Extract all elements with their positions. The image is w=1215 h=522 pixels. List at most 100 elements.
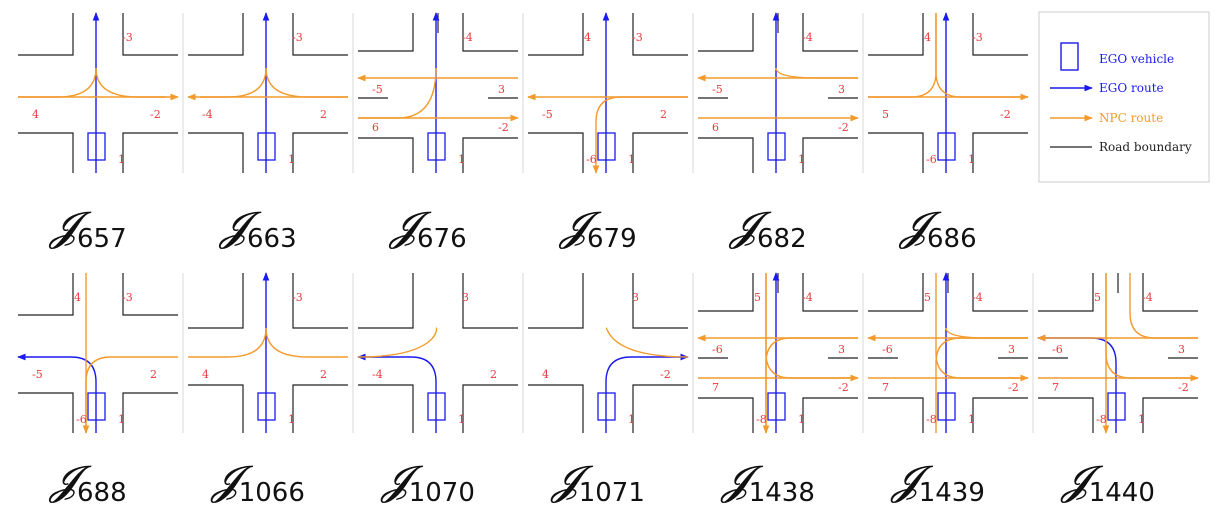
ego-vehicle-1070 bbox=[427, 392, 446, 421]
junction-panel-1439: 5 -4 -6 3 7 -2 -8 1 bbox=[867, 272, 1029, 433]
lane-label-679-2: -5 bbox=[542, 108, 553, 121]
legend-ego-route: EGO route bbox=[1099, 81, 1164, 95]
lane-label-1066-3: 1 bbox=[288, 413, 295, 426]
lane-label-1440-5: -2 bbox=[1178, 381, 1189, 394]
npc-route-1438-5 bbox=[765, 337, 858, 433]
lane-label-663-2: 2 bbox=[320, 108, 327, 121]
lane-label-688-4: -6 bbox=[76, 413, 87, 426]
caption-subscript: 1438 bbox=[749, 478, 815, 508]
junction-panel-1066: -3 4 2 1 bbox=[188, 272, 348, 433]
lane-label-1439-0: 5 bbox=[924, 291, 931, 304]
lane-label-1071-2: -2 bbox=[660, 368, 671, 381]
npc-route-686-3 bbox=[868, 13, 937, 98]
lane-label-1438-5: -2 bbox=[838, 381, 849, 394]
ego-vehicle-657 bbox=[87, 132, 106, 161]
caption-subscript: 1439 bbox=[919, 478, 985, 508]
npc-route-676-3 bbox=[358, 67, 437, 119]
lane-label-663-1: -4 bbox=[202, 108, 213, 121]
ego-vehicle-legend-icon bbox=[1060, 42, 1079, 71]
lane-label-679-5: 1 bbox=[628, 153, 635, 166]
npc-route-1439-3 bbox=[935, 273, 1028, 379]
lane-label-682-1: -5 bbox=[712, 83, 723, 96]
caption-subscript: 1070 bbox=[409, 478, 475, 508]
lane-label-688-0: 4 bbox=[74, 291, 81, 304]
lane-label-1439-7: 1 bbox=[968, 413, 975, 426]
junction-panel-1438: 5 -4 -6 3 7 -2 -8 1 bbox=[697, 272, 859, 434]
npc-route-663-2 bbox=[265, 67, 348, 98]
lane-label-686-3: -2 bbox=[1000, 108, 1011, 121]
legend-npc-route: NPC route bbox=[1099, 111, 1163, 125]
ego-vehicle-1066 bbox=[257, 392, 276, 421]
caption-subscript: 686 bbox=[927, 224, 977, 254]
npc-route-1439-4 bbox=[935, 337, 1028, 433]
npc-route-657-3 bbox=[95, 67, 166, 98]
caption-682: 𝓙682 bbox=[728, 204, 806, 254]
junction-panel-686: 4 -3 5 -2 -6 1 bbox=[868, 12, 1029, 173]
junction-panel-1071: 3 4 -2 1 bbox=[528, 273, 689, 433]
legend-ego-vehicle: EGO vehicle bbox=[1099, 52, 1174, 66]
npc-route-1066-2 bbox=[265, 327, 348, 358]
ego-vehicle-663 bbox=[257, 132, 276, 161]
caption-1070: 𝓙1070 bbox=[380, 458, 475, 508]
lane-label-688-5: 1 bbox=[118, 413, 125, 426]
ego-vehicle-676 bbox=[427, 132, 446, 161]
npc-route-1070-1 bbox=[357, 327, 438, 358]
caption-1066: 𝓙1066 bbox=[210, 458, 305, 508]
ego-route-1070-0 bbox=[357, 353, 437, 433]
npc-route-663-3 bbox=[200, 67, 267, 98]
lane-label-679-1: -3 bbox=[632, 31, 643, 44]
caption-1440: 𝓙1440 bbox=[1060, 458, 1155, 508]
ego-vehicle-686 bbox=[937, 132, 956, 161]
lane-label-1439-3: 3 bbox=[1008, 343, 1015, 356]
lane-label-1440-3: 3 bbox=[1178, 343, 1185, 356]
npc-route-1071-1 bbox=[605, 327, 689, 358]
lane-label-688-1: -3 bbox=[122, 291, 133, 304]
legend: EGO vehicle EGO route NPC route Road bou… bbox=[1038, 11, 1210, 183]
lane-label-1438-6: -8 bbox=[756, 413, 767, 426]
lane-label-1440-6: -8 bbox=[1096, 413, 1107, 426]
lane-label-1070-1: -4 bbox=[372, 368, 383, 381]
ego-vehicle-1439 bbox=[937, 392, 956, 421]
lane-label-1438-3: 3 bbox=[838, 343, 845, 356]
lane-label-686-5: 1 bbox=[968, 153, 975, 166]
lane-label-676-1: -5 bbox=[372, 83, 383, 96]
lane-label-676-4: -2 bbox=[498, 121, 509, 134]
lane-label-682-2: 3 bbox=[838, 83, 845, 96]
npc-route-1439-5 bbox=[945, 327, 1028, 339]
junction-panel-682: -4 -5 3 6 -2 1 bbox=[697, 12, 859, 173]
npc-route-1440-5 bbox=[1129, 273, 1198, 339]
npc-route-1440-4 bbox=[1105, 273, 1198, 379]
lane-label-686-2: 5 bbox=[882, 108, 889, 121]
ego-vehicle-1071 bbox=[597, 392, 616, 421]
junction-panel-1070: 3 -4 2 1 bbox=[357, 273, 518, 433]
lane-label-1438-1: -4 bbox=[802, 291, 813, 304]
junction-panel-688: 4 -3 -5 2 -6 1 bbox=[17, 273, 178, 434]
lane-label-1066-1: 4 bbox=[202, 368, 209, 381]
legend-frame bbox=[1038, 11, 1210, 183]
lane-label-1066-0: -3 bbox=[292, 291, 303, 304]
lane-label-682-5: 1 bbox=[798, 153, 805, 166]
lane-label-682-4: -2 bbox=[838, 121, 849, 134]
lane-label-1440-2: -6 bbox=[1052, 343, 1063, 356]
caption-subscript: 682 bbox=[757, 224, 807, 254]
npc-route-1066-1 bbox=[188, 327, 267, 358]
junction-panel-676: -4 -5 3 6 -2 1 bbox=[357, 12, 519, 173]
ego-vehicle-688 bbox=[87, 392, 106, 421]
lane-label-1070-3: 1 bbox=[458, 413, 465, 426]
lane-label-686-0: 4 bbox=[924, 31, 931, 44]
lane-label-1439-4: 7 bbox=[882, 381, 889, 394]
lane-label-1440-1: -4 bbox=[1142, 291, 1153, 304]
lane-label-657-0: -3 bbox=[122, 31, 133, 44]
caption-676: 𝓙676 bbox=[388, 204, 466, 254]
caption-1438: 𝓙1438 bbox=[720, 458, 815, 508]
caption-subscript: 1066 bbox=[239, 478, 305, 508]
ego-route-688-0 bbox=[17, 353, 97, 433]
lane-label-686-1: -3 bbox=[972, 31, 983, 44]
lane-label-1440-7: 1 bbox=[1138, 413, 1145, 426]
lane-label-688-3: 2 bbox=[150, 368, 157, 381]
ego-route-1071-0 bbox=[605, 353, 689, 433]
lane-label-682-0: -4 bbox=[802, 31, 813, 44]
lane-label-679-0: 4 bbox=[584, 31, 591, 44]
caption-1071: 𝓙1071 bbox=[550, 458, 645, 508]
lane-label-676-5: 1 bbox=[458, 153, 465, 166]
